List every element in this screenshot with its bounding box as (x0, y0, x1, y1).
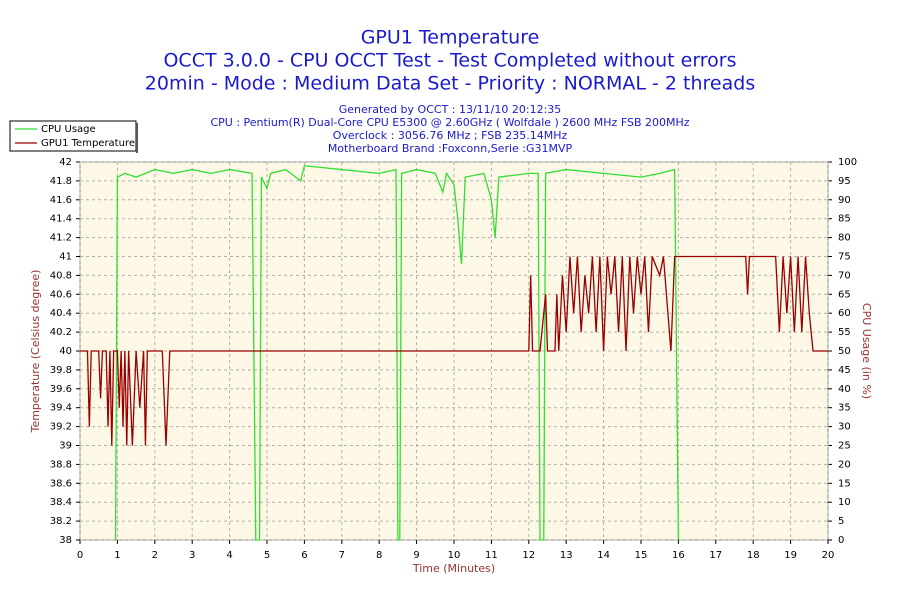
x-axis-label: Time (Minutes) (412, 562, 495, 575)
subtitle: OCCT 3.0.0 - CPU OCCT Test - Test Comple… (163, 50, 736, 72)
x-tick-label: 18 (747, 550, 760, 561)
y2-tick-label: 85 (838, 214, 851, 225)
x-tick-label: 16 (672, 550, 685, 561)
y-tick-label: 39.2 (50, 422, 72, 433)
y-tick-label: 41.6 (50, 195, 72, 206)
y2-tick-label: 100 (838, 157, 857, 168)
y-tick-label: 38.4 (50, 497, 72, 508)
y-tick-label: 41.4 (50, 214, 72, 225)
x-tick-label: 12 (522, 550, 535, 561)
series-line (114, 165, 680, 541)
y-tick-label: 39.6 (50, 384, 72, 395)
lines (80, 165, 828, 541)
y-tick-label: 38.6 (50, 478, 72, 489)
y2-tick-label: 30 (838, 422, 851, 433)
x-tick-label: 10 (448, 550, 461, 561)
y2-tick-label: 10 (838, 497, 851, 508)
y-tick-label: 42 (59, 157, 72, 168)
info-line: CPU : Pentium(R) Dual-Core CPU E5300 @ 2… (210, 116, 689, 129)
y-tick-label: 40 (59, 346, 72, 357)
x-tick-label: 0 (77, 550, 83, 561)
series-line (80, 255, 828, 446)
y-tick-label: 40.8 (50, 270, 72, 281)
chart-title: GPU1 Temperature (361, 27, 540, 49)
x-tick-label: 17 (709, 550, 722, 561)
x-tick-label: 6 (301, 550, 307, 561)
x-tick-label: 15 (635, 550, 648, 561)
info-line: Generated by OCCT : 13/11/10 20:12:35 (339, 103, 562, 116)
y-tick-label: 41.8 (50, 176, 72, 187)
x-tick-label: 8 (376, 550, 382, 561)
y2-tick-label: 15 (838, 478, 851, 489)
info-line: Overclock : 3056.76 MHz ; FSB 235.14MHz (333, 129, 568, 142)
x-tick-label: 3 (189, 550, 195, 561)
y-tick-label: 40.6 (50, 289, 72, 300)
x-tick-label: 13 (560, 550, 573, 561)
y-tick-label: 40.2 (50, 327, 72, 338)
y2-tick-label: 40 (838, 384, 851, 395)
y-tick-label: 39 (59, 441, 72, 452)
y2-axis-label: CPU Usage (in %) (860, 303, 873, 399)
legend-label: GPU1 Temperature (41, 138, 135, 149)
y-tick-label: 38.2 (50, 516, 72, 527)
y2-tick-label: 20 (838, 459, 851, 470)
x-tick-label: 4 (226, 550, 232, 561)
y-tick-label: 41.2 (50, 233, 72, 244)
y2-tick-label: 60 (838, 308, 851, 319)
legend-box (9, 120, 137, 152)
y2-tick-label: 0 (838, 535, 844, 546)
x-tick-label: 7 (339, 550, 345, 561)
y2-tick-label: 5 (838, 516, 844, 527)
x-tick-label: 9 (413, 550, 419, 561)
y2-tick-label: 35 (838, 403, 851, 414)
y2-tick-label: 45 (838, 365, 851, 376)
x-tick-label: 19 (784, 550, 797, 561)
x-tick-label: 5 (264, 550, 270, 561)
x-tick-label: 1 (114, 550, 120, 561)
y2-tick-label: 70 (838, 270, 851, 281)
legend-label: CPU Usage (41, 124, 96, 135)
x-tick-label: 20 (822, 550, 835, 561)
subtitle: 20min - Mode : Medium Data Set - Priorit… (145, 73, 755, 95)
y-tick-label: 39.4 (50, 403, 72, 414)
y-axis-label: Temperature (Celsius degree) (29, 270, 42, 434)
y2-tick-label: 55 (838, 327, 851, 338)
x-tick-label: 14 (597, 550, 610, 561)
y2-tick-label: 90 (838, 195, 851, 206)
x-tick-label: 2 (152, 550, 158, 561)
y-tick-label: 38 (59, 535, 72, 546)
y2-tick-label: 50 (838, 346, 851, 357)
y2-tick-label: 25 (838, 441, 851, 452)
x-tick-label: 11 (485, 550, 498, 561)
y-tick-label: 38.8 (50, 459, 72, 470)
info-line: Motherboard Brand :Foxconn,Serie :G31MVP (328, 142, 573, 155)
y-tick-label: 40.4 (50, 308, 72, 319)
y2-tick-label: 75 (838, 252, 851, 263)
y2-tick-label: 95 (838, 176, 851, 187)
y-tick-label: 39.8 (50, 365, 72, 376)
y2-tick-label: 80 (838, 233, 851, 244)
y-tick-label: 41 (59, 252, 72, 263)
legend: CPU Usage GPU1 Temperature (9, 120, 138, 153)
y2-tick-label: 65 (838, 289, 851, 300)
